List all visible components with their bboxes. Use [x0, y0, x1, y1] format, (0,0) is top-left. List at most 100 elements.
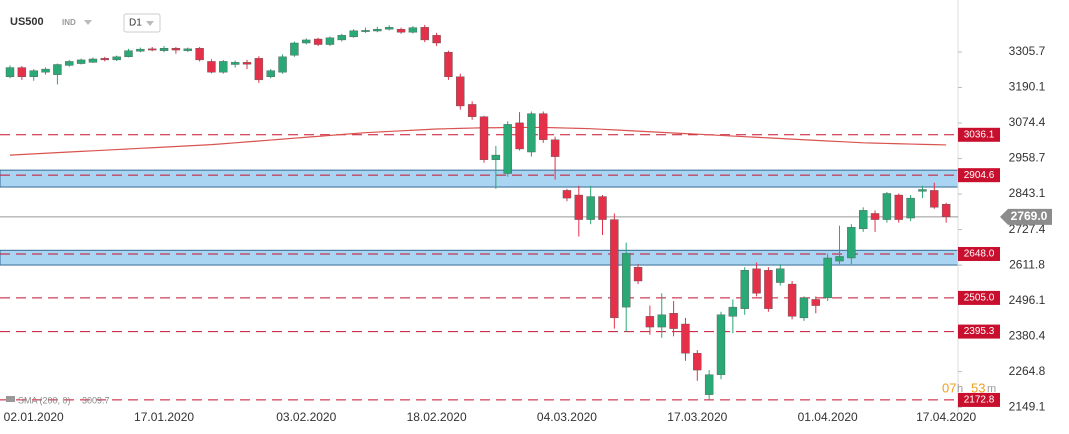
- plot: 3305.7 3190.1 3074.4 2958.7 2843.1 2727.4 2611…: [0, 0, 1052, 424]
- candle-body: [539, 113, 548, 140]
- y-tick-label: 2958.7: [1009, 151, 1046, 165]
- candle-body: [693, 352, 702, 371]
- candle-body: [918, 189, 927, 192]
- candle-body: [195, 48, 204, 61]
- candle-body: [752, 268, 761, 294]
- level-label: 2648.0: [964, 249, 995, 260]
- candle-body: [491, 154, 501, 160]
- level-label: 2172.8: [964, 395, 995, 406]
- x-tick-label: 17.04.2020: [916, 410, 976, 424]
- candle-body: [112, 56, 121, 61]
- symbol-dropdown[interactable]: [84, 20, 92, 25]
- candle-body: [88, 58, 98, 63]
- candle-body: [76, 59, 86, 64]
- candle-body: [669, 313, 678, 329]
- candle-body: [704, 374, 714, 395]
- candle-body: [242, 62, 252, 65]
- candle-body: [456, 76, 465, 107]
- candle-body: [302, 39, 311, 44]
- level-label: 3036.1: [964, 129, 995, 140]
- candle-body: [515, 122, 524, 150]
- interval[interactable]: D1: [129, 18, 142, 29]
- candle-body: [574, 194, 583, 220]
- y-tick-label: 2727.4: [1009, 222, 1046, 236]
- level-label-box: [958, 290, 1000, 305]
- market: IND: [62, 18, 76, 27]
- interval-box[interactable]: [123, 13, 161, 33]
- level-label-box: [958, 127, 1000, 142]
- candle-body: [444, 52, 453, 77]
- candle-body: [728, 306, 738, 317]
- candle-body: [147, 48, 157, 51]
- y-tick-label: 3190.1: [1009, 80, 1046, 94]
- candle-body: [503, 124, 512, 174]
- y-tick-label: 2380.4: [1009, 328, 1046, 342]
- candle-body: [373, 28, 382, 32]
- candle-body: [136, 48, 145, 52]
- x-tick-label: 17.01.2020: [134, 410, 194, 424]
- zone: [0, 169, 959, 188]
- candle-body: [527, 113, 536, 153]
- y-tick-label: 2149.1: [1009, 399, 1046, 413]
- candle-body: [420, 27, 429, 41]
- interval-dropdown[interactable]: [146, 21, 154, 26]
- candle-body: [313, 38, 323, 45]
- candle-body: [41, 68, 50, 73]
- symbol[interactable]: US500: [10, 16, 44, 28]
- candle-body: [882, 193, 892, 220]
- candle-body: [787, 283, 797, 317]
- candle-body: [823, 257, 832, 299]
- candle-body: [396, 28, 406, 33]
- candle-body: [290, 42, 299, 56]
- candle-body: [219, 61, 228, 73]
- candle-body: [337, 35, 346, 41]
- sma-icon: [6, 396, 15, 402]
- candle-body: [5, 67, 15, 77]
- candle-body: [385, 27, 394, 30]
- level-label-box: [958, 392, 1000, 407]
- timer-hours: 07: [942, 380, 956, 395]
- x-tick-label: 01.04.2020: [798, 410, 858, 424]
- candle-body: [657, 314, 666, 328]
- candle-body: [325, 37, 335, 45]
- sma-legend-value: 3009.7: [82, 395, 110, 405]
- candle-body: [361, 30, 370, 32]
- y-tick-label: 2264.8: [1009, 364, 1046, 378]
- x-tick-label: 04.03.2020: [537, 410, 597, 424]
- candle-body: [432, 35, 441, 44]
- candle-body: [811, 299, 820, 306]
- candle-body: [53, 64, 62, 75]
- x-tick-label: 18.02.2020: [407, 410, 467, 424]
- candle-body: [586, 196, 595, 220]
- candle-body: [408, 27, 418, 33]
- candle-body: [159, 48, 169, 51]
- sma-line: [9, 126, 947, 156]
- candle-body: [847, 227, 856, 259]
- x-tick-label: 02.01.2020: [4, 410, 64, 424]
- candle-body: [266, 70, 275, 77]
- candle-body: [467, 104, 477, 117]
- candle-body: [610, 219, 619, 319]
- candle-body: [764, 270, 773, 309]
- level-label-box: [958, 324, 1000, 339]
- candle-body: [183, 48, 192, 51]
- candle-body: [29, 70, 38, 77]
- timer-minutes-unit: m: [987, 383, 996, 395]
- candle-body: [562, 190, 572, 199]
- level-label-box: [958, 246, 1000, 261]
- candle-body: [207, 61, 216, 73]
- candle-body: [17, 67, 27, 77]
- candle-body: [598, 196, 607, 220]
- x-tick-label: 03.02.2020: [276, 410, 336, 424]
- candle-body: [550, 139, 560, 157]
- x-tick-label: 17.03.2020: [667, 410, 727, 424]
- timer-hours-unit: h: [957, 383, 963, 395]
- candle-body: [645, 316, 655, 328]
- candle-body: [716, 314, 726, 375]
- level-label: 2505.0: [964, 293, 995, 304]
- candle-body: [230, 62, 240, 65]
- candle-body: [65, 61, 74, 66]
- candle-body: [479, 116, 489, 160]
- candle-body: [930, 190, 939, 208]
- candle-body: [171, 48, 181, 51]
